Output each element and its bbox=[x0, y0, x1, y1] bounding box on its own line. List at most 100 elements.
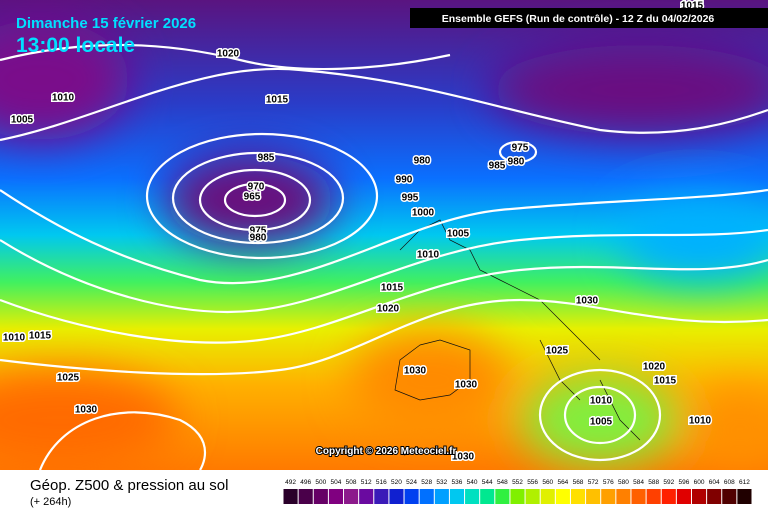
legend-swatch bbox=[419, 489, 434, 504]
isobar-label: 975 bbox=[250, 226, 267, 237]
isobar-label: 990 bbox=[396, 175, 413, 186]
isobar-label: 970 bbox=[248, 182, 265, 193]
isobar-label: 965 bbox=[244, 192, 261, 203]
legend-swatch bbox=[737, 489, 752, 504]
isobar-label: 1015 bbox=[654, 376, 677, 387]
legend-swatch bbox=[586, 489, 601, 504]
legend-label: 500 bbox=[315, 479, 326, 486]
isobar-label: 1010 bbox=[52, 93, 75, 104]
legend-swatch bbox=[631, 489, 646, 504]
model-box bbox=[410, 8, 768, 28]
legend-label: 556 bbox=[527, 479, 538, 486]
legend-label: 540 bbox=[467, 479, 478, 486]
legend-swatch bbox=[495, 489, 510, 504]
isobar-label: 1025 bbox=[57, 373, 80, 384]
isobar-label: 975 bbox=[512, 143, 529, 154]
legend-swatch bbox=[691, 489, 707, 504]
isobar-label: 980 bbox=[250, 233, 267, 244]
legend-swatch bbox=[480, 489, 495, 504]
footer-title: Géop. Z500 & pression au sol bbox=[30, 477, 228, 494]
isobar-label: 1015 bbox=[381, 283, 404, 294]
legend: 492 496 500 504 508 512 516 520 524 528 532 536 540 5… bbox=[283, 479, 752, 504]
legend-swatch bbox=[722, 489, 737, 504]
legend-label: 604 bbox=[709, 479, 720, 486]
legend-label: 580 bbox=[618, 479, 629, 486]
legend-label: 524 bbox=[406, 479, 417, 486]
legend-swatch bbox=[525, 489, 540, 504]
model-info: Ensemble GEFS (Run de contrôle) - 12 Z d… bbox=[442, 13, 715, 25]
legend-label: 516 bbox=[376, 479, 387, 486]
isobar-label: 1020 bbox=[643, 362, 666, 373]
isobar-label: 1005 bbox=[447, 229, 470, 240]
legend-swatch bbox=[359, 489, 374, 504]
legend-swatch bbox=[298, 489, 313, 504]
isobar-label: 1005 bbox=[11, 115, 34, 126]
legend-label: 532 bbox=[436, 479, 447, 486]
isobar-label: 1030 bbox=[576, 296, 599, 307]
legend-label: 572 bbox=[588, 479, 599, 486]
isobar-label: 1010 bbox=[3, 333, 26, 344]
isobar-label: 1020 bbox=[217, 49, 240, 60]
legend-label: 596 bbox=[678, 479, 689, 486]
time: 13:00 locale bbox=[16, 34, 135, 57]
isobar-label: 995 bbox=[402, 193, 419, 204]
isobar-label: 1015 bbox=[266, 95, 289, 106]
legend-swatch bbox=[313, 489, 328, 504]
isobar-label: 1000 bbox=[412, 208, 435, 219]
legend-swatch bbox=[510, 489, 525, 504]
legend-label: 512 bbox=[361, 479, 372, 486]
isobars bbox=[0, 43, 768, 471]
legend-swatch bbox=[449, 489, 465, 504]
copyright: Copyright © 2026 Meteociel.fr bbox=[316, 446, 457, 457]
isobar-label: 1030 bbox=[452, 452, 475, 463]
legend-label: 560 bbox=[542, 479, 553, 486]
legend-swatch bbox=[646, 489, 661, 504]
legend-swatch bbox=[283, 489, 298, 504]
legend-swatch bbox=[389, 489, 404, 504]
isobar-label: 1015 bbox=[29, 331, 52, 342]
isobar-label: 1030 bbox=[404, 366, 427, 377]
legend-label: 544 bbox=[482, 479, 493, 486]
legend-swatch bbox=[465, 489, 480, 504]
legend-label: 492 bbox=[285, 479, 296, 486]
legend-swatch bbox=[374, 489, 389, 504]
legend-label: 552 bbox=[512, 479, 523, 486]
isobar-label: 1010 bbox=[590, 396, 613, 407]
legend-swatch bbox=[434, 489, 449, 504]
legend-swatch bbox=[616, 489, 631, 504]
legend-label: 496 bbox=[300, 479, 311, 486]
legend-swatch bbox=[328, 489, 344, 504]
isobar-label: 1030 bbox=[75, 405, 98, 416]
legend-swatch bbox=[555, 489, 570, 504]
legend-swatch bbox=[676, 489, 691, 504]
isobar-label: 1020 bbox=[377, 304, 400, 315]
legend-label: 528 bbox=[421, 479, 432, 486]
legend-swatch bbox=[570, 489, 586, 504]
isobar-label: 980 bbox=[508, 157, 525, 168]
isobar-label: 1010 bbox=[689, 416, 712, 427]
isobar-label: 985 bbox=[258, 153, 275, 164]
legend-label: 584 bbox=[633, 479, 644, 486]
date: Dimanche 15 février 2026 bbox=[16, 15, 196, 32]
lead-time: (+ 264h) bbox=[30, 496, 71, 508]
legend-swatch bbox=[540, 489, 555, 504]
legend-swatch bbox=[404, 489, 419, 504]
legend-label: 508 bbox=[346, 479, 357, 486]
legend-label: 600 bbox=[694, 479, 705, 486]
legend-label: 548 bbox=[497, 479, 508, 486]
legend-label: 564 bbox=[557, 479, 568, 486]
isobar-label: 985 bbox=[489, 161, 506, 172]
legend-label: 520 bbox=[391, 479, 402, 486]
legend-label: 576 bbox=[603, 479, 614, 486]
legend-label: 504 bbox=[331, 479, 342, 486]
isobar-label: 980 bbox=[414, 156, 431, 167]
legend-label: 568 bbox=[573, 479, 584, 486]
legend-swatch bbox=[661, 489, 676, 504]
legend-label: 608 bbox=[724, 479, 735, 486]
legend-swatch bbox=[344, 489, 359, 504]
isobar-label: 1010 bbox=[417, 250, 440, 261]
legend-swatch bbox=[601, 489, 616, 504]
